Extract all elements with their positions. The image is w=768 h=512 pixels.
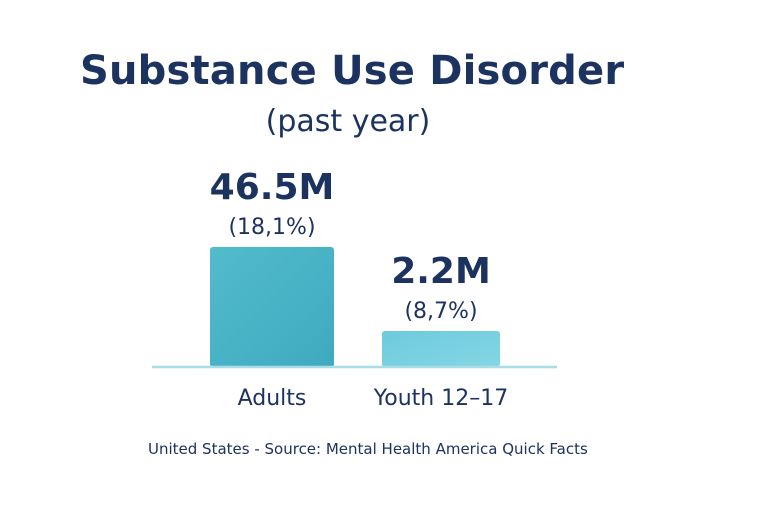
bars-layer	[210, 247, 500, 367]
chart-title: Substance Use Disorder	[80, 48, 625, 94]
labels-layer: 46.5M (18,1%) Adults 2.2M (8,7%) Youth 12–17	[210, 167, 509, 411]
percent-label-1: (8,7%)	[404, 299, 477, 324]
percent-label-0: (18,1%)	[228, 215, 315, 240]
category-label-1: Youth 12–17	[373, 386, 508, 411]
value-label-1: 2.2M	[391, 251, 491, 292]
chart-subtitle: (past year)	[265, 104, 431, 139]
category-label-0: Adults	[238, 386, 307, 411]
bar-0	[210, 247, 334, 367]
value-label-0: 46.5M	[210, 167, 335, 208]
source-footnote: United States - Source: Mental Health Am…	[148, 440, 588, 458]
bar-1	[382, 331, 500, 367]
